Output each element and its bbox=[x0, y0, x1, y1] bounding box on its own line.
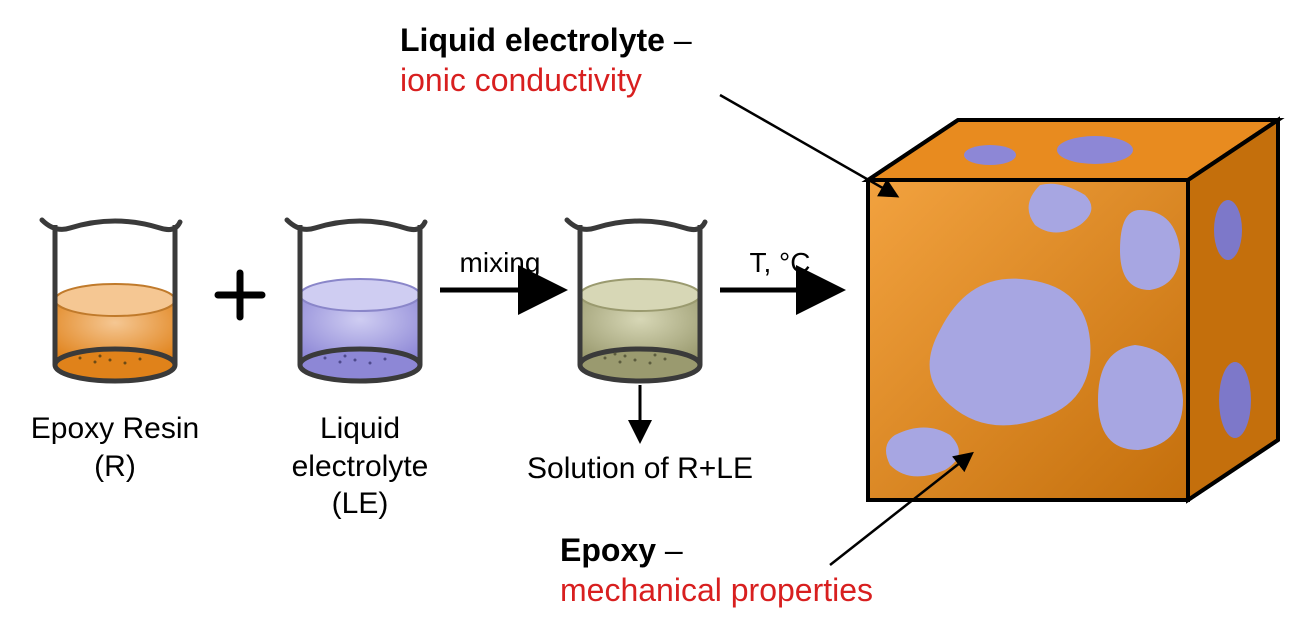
label-mixing: mixing bbox=[450, 245, 550, 280]
callout-le bbox=[720, 95, 895, 195]
label-beaker-le: Liquid electrolyte (LE) bbox=[230, 410, 490, 523]
text: Epoxy bbox=[560, 532, 656, 568]
text: – bbox=[665, 22, 692, 58]
text: electrolyte bbox=[292, 450, 429, 483]
label-beaker-epoxy: Epoxy Resin (R) bbox=[0, 410, 230, 485]
label-solution: Solution of R+LE bbox=[470, 450, 810, 488]
text: Liquid electrolyte bbox=[400, 22, 665, 58]
label-top-callout: Liquid electrolyte – ionic conductivity bbox=[400, 20, 830, 100]
beaker-mix bbox=[567, 220, 705, 381]
text: – bbox=[656, 532, 683, 568]
text: T, °C bbox=[750, 247, 811, 278]
text: mechanical properties bbox=[560, 572, 873, 608]
plus-sign bbox=[218, 273, 262, 317]
result-cube bbox=[868, 120, 1278, 500]
text: Epoxy Resin bbox=[31, 412, 199, 445]
text: Solution of R+LE bbox=[527, 452, 753, 485]
text: (LE) bbox=[332, 487, 389, 520]
text: (R) bbox=[94, 450, 136, 483]
text: ionic conductivity bbox=[400, 62, 642, 98]
label-heat: T, °C bbox=[730, 245, 830, 280]
beaker-epoxy bbox=[42, 220, 180, 381]
text: Liquid bbox=[320, 412, 400, 445]
label-bot-callout: Epoxy – mechanical properties bbox=[560, 530, 990, 610]
beaker-le bbox=[287, 220, 425, 381]
text: mixing bbox=[460, 247, 541, 278]
